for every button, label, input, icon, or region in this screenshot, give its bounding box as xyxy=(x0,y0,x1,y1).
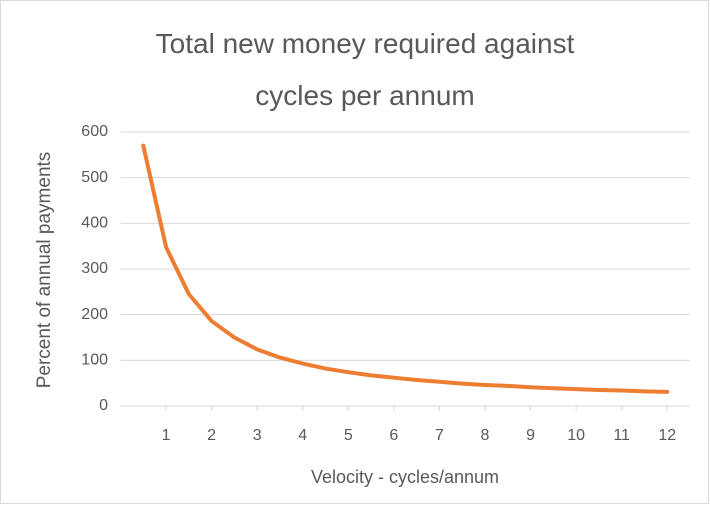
x-tick-label: 9 xyxy=(526,427,535,444)
x-tick-label: 12 xyxy=(658,427,676,444)
x-axis-label: Velocity - cycles/annum xyxy=(311,467,499,487)
line-series xyxy=(141,143,670,394)
y-tick-label: 400 xyxy=(81,215,108,232)
x-tick-label: 6 xyxy=(389,427,398,444)
y-tick-label: 0 xyxy=(99,397,108,414)
x-tick-label: 11 xyxy=(613,427,630,444)
y-tick-label: 200 xyxy=(81,306,108,323)
x-tick-label: 2 xyxy=(207,427,216,444)
x-tick-label: 1 xyxy=(162,427,171,444)
y-tick-label: 300 xyxy=(81,260,108,277)
x-tick-label: 7 xyxy=(435,427,444,444)
x-tick-label: 8 xyxy=(481,427,490,444)
x-tick-label: 5 xyxy=(344,427,353,444)
x-tick-label: 10 xyxy=(567,427,585,444)
y-tick-label: 600 xyxy=(81,123,108,140)
chart-title: Total new money required against cycles … xyxy=(155,28,575,111)
y-tick-label: 500 xyxy=(81,169,108,186)
y-tick-label: 100 xyxy=(81,352,108,369)
x-tick-label: 4 xyxy=(298,427,307,444)
y-axis-label: Percent of annual payments xyxy=(34,152,55,389)
x-tick-label: 3 xyxy=(253,427,262,444)
